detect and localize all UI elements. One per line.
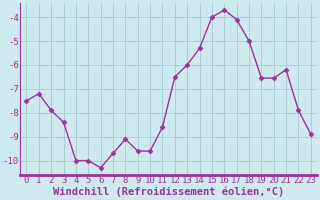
X-axis label: Windchill (Refroidissement éolien,°C): Windchill (Refroidissement éolien,°C) [53, 187, 284, 197]
